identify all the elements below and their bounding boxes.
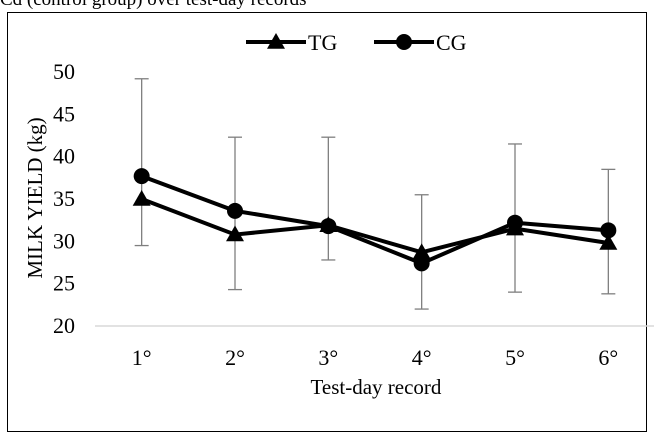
series-line-tg xyxy=(140,197,609,255)
error-bar xyxy=(321,136,336,261)
data-point-cg xyxy=(507,214,523,231)
y-tick-label: 40 xyxy=(53,144,75,169)
axis-layer: 20 25 30 35 40 45 50 1° 2° 3° 4° 5° 6° xyxy=(53,59,654,370)
error-bar xyxy=(134,78,149,247)
series-line-cg xyxy=(140,174,609,266)
data-point-cg xyxy=(133,168,150,185)
legend-marker xyxy=(396,34,412,50)
legend-label: CG xyxy=(436,30,467,55)
x-tick-label: 3° xyxy=(318,345,338,370)
y-tick-label: 25 xyxy=(53,271,75,296)
series-layer xyxy=(132,168,618,272)
x-tick-label: 6° xyxy=(598,345,618,370)
legend-label: TG xyxy=(308,30,337,55)
legend-item-cg: CG xyxy=(374,30,467,55)
legend-item-tg: TG xyxy=(246,30,337,55)
y-tick-label: 45 xyxy=(53,101,75,126)
data-point-tg xyxy=(412,243,431,260)
data-point-cg xyxy=(600,222,617,239)
y-tick-label: 50 xyxy=(53,59,75,84)
figure-caption-fragment: Cd (control group) over test-day records xyxy=(0,0,307,11)
legend-marker xyxy=(267,33,285,49)
x-tick-label: 1° xyxy=(132,345,152,370)
error-bar-layer xyxy=(134,78,616,310)
y-tick-label: 20 xyxy=(53,313,75,338)
data-point-tg xyxy=(226,225,244,242)
series-cg xyxy=(133,168,617,272)
y-tick-label: 30 xyxy=(53,228,75,253)
x-tick-label: 4° xyxy=(412,345,432,370)
y-axis-label: MILK YIELD (kg) xyxy=(23,117,47,278)
x-axis-label: Test-day record xyxy=(311,375,442,399)
x-tick-label: 5° xyxy=(505,345,525,370)
y-tick-label: 35 xyxy=(53,186,75,211)
data-point-cg xyxy=(320,218,337,235)
data-point-cg xyxy=(413,255,430,272)
legend: TG CG xyxy=(246,30,467,55)
data-point-tg xyxy=(132,190,151,206)
data-point-tg xyxy=(599,234,618,250)
x-tick-label: 2° xyxy=(225,345,245,370)
data-point-cg xyxy=(227,202,243,219)
line-chart: 20 25 30 35 40 45 50 1° 2° 3° 4° 5° 6° TG CG MILK YIE… xyxy=(23,30,654,399)
